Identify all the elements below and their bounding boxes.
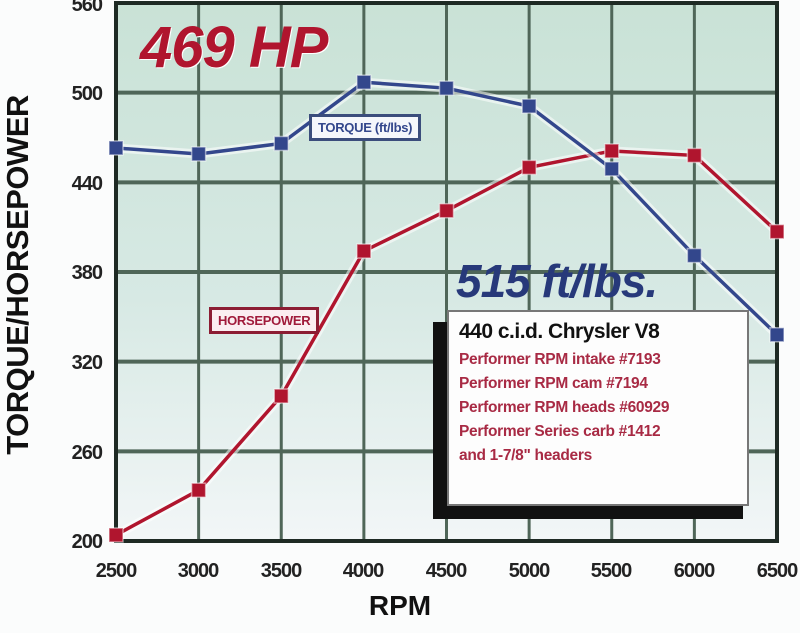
x-tick: 5000 — [508, 560, 551, 582]
engine-spec-box: 440 c.i.d. Chrysler V8 Performer RPM int… — [447, 310, 749, 506]
peak-hp-callout: 469 HP — [140, 15, 328, 80]
data-point-marker — [356, 243, 372, 259]
x-tick: 6500 — [756, 560, 799, 582]
torque-series-label: TORQUE (ft/lbs) — [309, 114, 422, 141]
spec-line: Performer Series carb #1412 — [459, 423, 661, 440]
y-tick: 440 — [71, 173, 103, 195]
x-tick: 6000 — [673, 560, 716, 582]
data-point-marker — [604, 143, 620, 159]
horsepower-series-label: HORSEPOWER — [209, 307, 320, 334]
data-point-marker — [190, 146, 207, 162]
data-point-marker — [769, 223, 785, 240]
y-tick: 500 — [71, 83, 103, 105]
data-point-marker — [438, 80, 455, 96]
x-tick: 3000 — [177, 560, 220, 582]
y-tick: 560 — [71, 0, 103, 16]
data-point-marker — [356, 74, 372, 90]
data-point-marker — [686, 147, 703, 164]
spec-line: Performer RPM intake #7193 — [459, 351, 661, 368]
y-tick: 320 — [71, 352, 103, 374]
data-point-marker — [521, 159, 537, 176]
data-point-marker — [273, 135, 289, 152]
data-point-marker — [190, 482, 207, 498]
x-tick: 2500 — [95, 560, 138, 582]
engine-title: 440 c.i.d. Chrysler V8 — [459, 320, 660, 343]
x-tick: 4000 — [342, 560, 385, 582]
data-point-marker — [108, 527, 124, 543]
x-tick: 4500 — [425, 560, 468, 582]
y-tick: 260 — [71, 442, 103, 464]
y-axis-title: TORQUE/HORSEPOWER — [0, 95, 35, 455]
y-tick: 380 — [71, 262, 103, 284]
x-tick: 3500 — [260, 560, 303, 582]
peak-torque-callout: 515 ft/lbs. — [456, 255, 658, 307]
x-tick: 5500 — [590, 560, 633, 582]
data-point-marker — [438, 202, 455, 219]
spec-line: Performer RPM cam #7194 — [459, 375, 648, 392]
x-axis-title: RPM — [368, 590, 432, 621]
plot-frame — [114, 1, 779, 543]
data-point-marker — [604, 161, 620, 177]
spec-line: Performer RPM heads #60929 — [459, 399, 670, 416]
data-point-marker — [108, 140, 124, 156]
y-tick: 200 — [71, 531, 103, 553]
spec-line: and 1-7/8" headers — [459, 447, 592, 464]
data-point-marker — [686, 247, 703, 264]
data-point-marker — [273, 388, 289, 404]
data-point-marker — [769, 327, 785, 343]
data-point-marker — [521, 98, 537, 114]
series-lines — [108, 74, 785, 543]
